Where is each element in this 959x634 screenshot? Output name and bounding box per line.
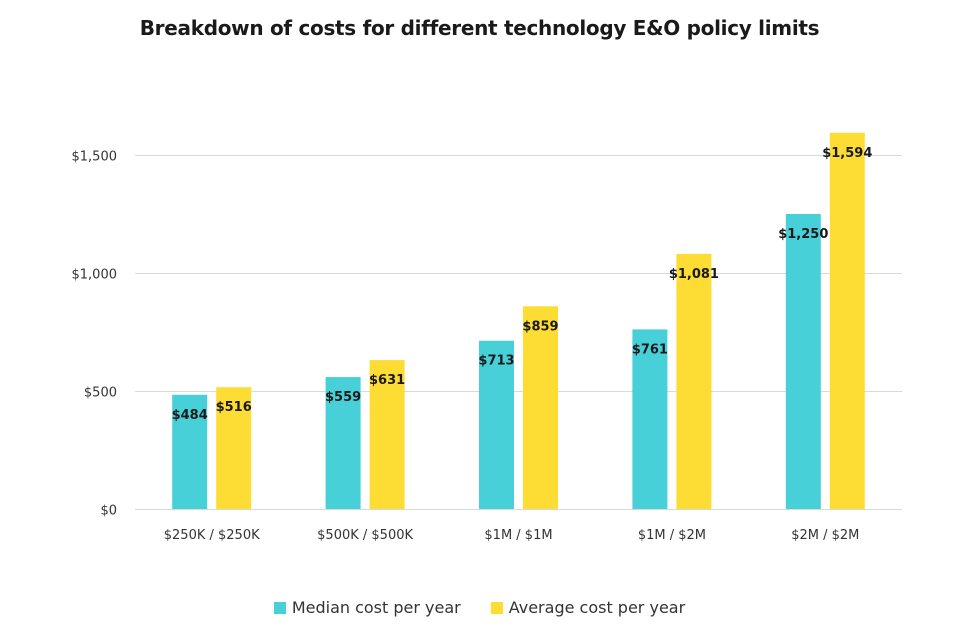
- x-tick-label: $2M / $2M: [791, 528, 859, 543]
- legend-swatch-median: [273, 601, 286, 614]
- x-axis-ticks: $250K / $250K $500K / $500K $1M / $1M $1M /…: [164, 528, 860, 543]
- legend-item-median: Median cost per year: [273, 598, 461, 617]
- legend-item-average: Average cost per year: [490, 598, 686, 617]
- data-label: $484: [172, 408, 208, 423]
- data-label: $1,594: [822, 146, 872, 161]
- legend-swatch-average: [490, 601, 503, 614]
- chart-title: Breakdown of costs for different technol…: [139, 16, 820, 40]
- y-tick-label: $1,500: [72, 150, 118, 165]
- x-tick-label: $1M / $1M: [484, 528, 552, 543]
- legend-label-average: Average cost per year: [508, 598, 686, 617]
- y-axis-ticks: $0 $500 $1,000 $1,500: [72, 150, 118, 519]
- bar-average-2: [523, 306, 558, 509]
- bar-median-0: [172, 394, 208, 509]
- x-tick-label: $500K / $500K: [317, 528, 413, 543]
- data-label: $631: [369, 373, 405, 388]
- bar-average-3: [676, 253, 712, 509]
- legend: Median cost per year Average cost per ye…: [0, 598, 959, 617]
- x-tick-label: $250K / $250K: [164, 528, 260, 543]
- bar-median-2: [479, 340, 514, 509]
- data-label: $516: [216, 400, 252, 415]
- legend-label-median: Median cost per year: [291, 598, 461, 617]
- data-label: $761: [632, 342, 668, 357]
- data-labels: $484 $516 $559 $631 $713 $859 $761 $1,081 $1,250…: [172, 146, 873, 423]
- bar-average-1: [369, 360, 405, 509]
- y-tick-label: $0: [100, 504, 117, 519]
- bar-median-3: [632, 329, 668, 509]
- bar-average-4: [829, 132, 865, 510]
- bar-average-0: [216, 387, 252, 509]
- x-tick-label: $1M / $2M: [638, 528, 706, 543]
- bar-median-1: [325, 377, 361, 509]
- data-label: $713: [478, 354, 514, 369]
- bars: [172, 132, 865, 510]
- gridlines: [135, 155, 902, 510]
- data-label: $859: [522, 319, 558, 334]
- y-tick-label: $1,000: [72, 268, 118, 283]
- data-label: $559: [325, 390, 361, 405]
- y-tick-label: $500: [84, 386, 117, 401]
- data-label: $1,081: [669, 267, 719, 282]
- data-label: $1,250: [778, 227, 828, 242]
- bar-median-4: [785, 214, 821, 509]
